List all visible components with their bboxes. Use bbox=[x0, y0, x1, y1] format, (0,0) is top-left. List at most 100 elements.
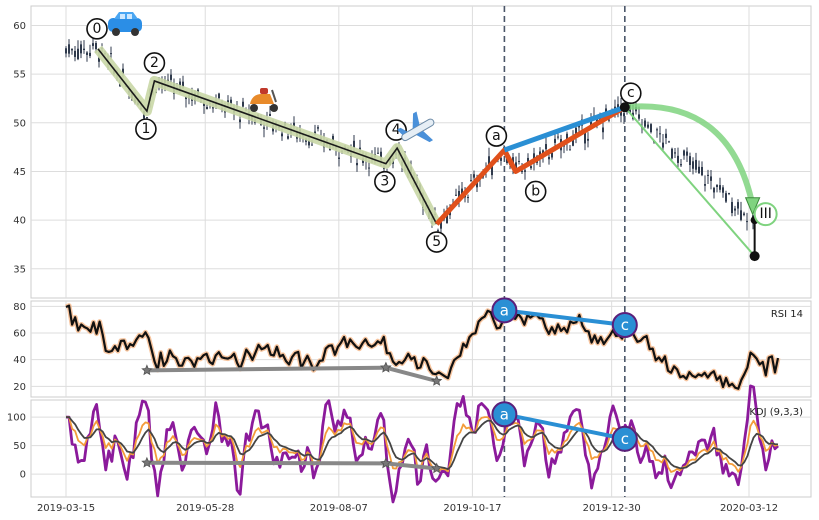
kdj-trend-star bbox=[380, 457, 392, 469]
candle-body bbox=[656, 129, 658, 131]
candle-body bbox=[95, 43, 97, 50]
candle-body bbox=[686, 151, 688, 156]
correction-channel-line bbox=[503, 104, 626, 153]
kdj-divergence-marker bbox=[611, 425, 638, 452]
price-tick-label: 60 bbox=[13, 21, 26, 32]
grid-lines bbox=[31, 6, 811, 497]
candle-body bbox=[146, 117, 148, 119]
rsi-divergence-marker bbox=[611, 312, 638, 338]
wave-label-circle bbox=[374, 170, 396, 193]
impulse-wave-line bbox=[97, 48, 438, 225]
price-tick-label: 35 bbox=[13, 264, 26, 275]
candle-body bbox=[608, 119, 610, 121]
kdj-trend-star bbox=[141, 456, 153, 468]
candle-body bbox=[740, 210, 742, 220]
candle-body bbox=[683, 150, 685, 156]
x-tick-label: 2019-08-07 bbox=[310, 503, 368, 514]
candle-body bbox=[293, 122, 295, 127]
candle-body bbox=[239, 119, 241, 123]
candle-body bbox=[680, 164, 682, 166]
candle-body bbox=[287, 136, 289, 139]
candle-body bbox=[230, 99, 232, 104]
rsi-trend-line bbox=[385, 365, 438, 383]
rsi-line bbox=[65, 304, 780, 390]
wave-c-dot bbox=[619, 102, 630, 113]
candle-body bbox=[668, 141, 670, 143]
candle-body bbox=[458, 191, 460, 199]
candle-body bbox=[65, 48, 67, 54]
wave-overlay: III 0 1 2 3 4 5 a b c bbox=[86, 6, 778, 497]
x-tick-label: 2020-03-12 bbox=[720, 503, 778, 514]
candle-body bbox=[521, 170, 523, 173]
candle-body bbox=[473, 174, 475, 178]
rsi-divergence-label-a: a bbox=[500, 301, 509, 319]
candle-body bbox=[167, 79, 169, 81]
candle-body bbox=[569, 149, 571, 151]
candle-body bbox=[368, 167, 370, 169]
rsi-trend-star bbox=[141, 364, 153, 376]
wave-label-circle bbox=[485, 125, 508, 147]
wave-label-3: 3 bbox=[380, 174, 389, 190]
candle-body bbox=[674, 152, 676, 154]
wave-label-0: 0 bbox=[93, 21, 102, 37]
wave-label-circle bbox=[86, 18, 108, 40]
wave-label-2: 2 bbox=[150, 55, 159, 71]
candle-body bbox=[710, 176, 712, 181]
candle-body bbox=[242, 101, 244, 107]
candle-body bbox=[731, 202, 733, 214]
wave-label-b: b bbox=[531, 183, 540, 199]
candle-body bbox=[662, 142, 664, 148]
x-tick-label: 2019-10-17 bbox=[443, 503, 501, 514]
candle-body bbox=[356, 162, 358, 166]
candle-body bbox=[659, 133, 661, 135]
candle-body bbox=[671, 148, 673, 159]
kdj-trend-line bbox=[385, 461, 437, 471]
x-tick-label: 2019-05-28 bbox=[176, 503, 234, 514]
candle-body bbox=[98, 57, 100, 62]
kdj-divergence-line bbox=[504, 412, 626, 441]
kdj-trend-star bbox=[430, 462, 443, 474]
candle-body bbox=[80, 44, 82, 54]
wave-label-circle bbox=[524, 180, 547, 203]
candle-body bbox=[203, 102, 205, 107]
candle-body bbox=[587, 138, 589, 141]
candle-body bbox=[548, 156, 550, 160]
price-panel bbox=[30, 5, 812, 299]
candle-body bbox=[353, 140, 355, 148]
candle-body bbox=[524, 170, 526, 172]
kdj-k-line bbox=[66, 416, 779, 473]
candle-body bbox=[212, 107, 214, 109]
kdj-divergence-marker bbox=[491, 401, 518, 428]
candle-body bbox=[695, 159, 697, 170]
candle-body bbox=[224, 110, 226, 113]
candle-body bbox=[206, 107, 208, 110]
price-tick-label: 40 bbox=[13, 216, 26, 227]
wave-label-5: 5 bbox=[432, 234, 441, 250]
candle-body bbox=[617, 104, 619, 109]
candle-body bbox=[68, 44, 70, 54]
candle-body bbox=[338, 157, 340, 159]
candle-body bbox=[575, 127, 577, 137]
candle-body bbox=[332, 135, 334, 141]
kdj-layer: ac bbox=[66, 384, 779, 504]
candle-body bbox=[725, 193, 727, 202]
candle-body bbox=[638, 114, 640, 119]
rsi-trend-line bbox=[146, 365, 386, 373]
wave-label-circle bbox=[620, 82, 642, 105]
projection-line bbox=[624, 106, 756, 257]
candle-body bbox=[701, 166, 703, 176]
candle-body bbox=[689, 156, 691, 166]
candle-body bbox=[185, 96, 187, 100]
wave-label-circle bbox=[143, 52, 166, 74]
kdj-divergence-label-c: c bbox=[621, 430, 629, 448]
candle-body bbox=[122, 68, 124, 74]
candle-body bbox=[89, 52, 91, 57]
candle-body bbox=[530, 166, 532, 169]
kdj-trend-line bbox=[146, 460, 386, 466]
rsi-trend-star bbox=[430, 374, 443, 386]
rsi-panel-label: RSI 14 bbox=[771, 309, 803, 320]
rsi-tick-label: 40 bbox=[13, 355, 26, 366]
candle-body bbox=[515, 162, 517, 170]
wave-label-circle bbox=[385, 119, 407, 141]
candle-body bbox=[467, 197, 469, 199]
